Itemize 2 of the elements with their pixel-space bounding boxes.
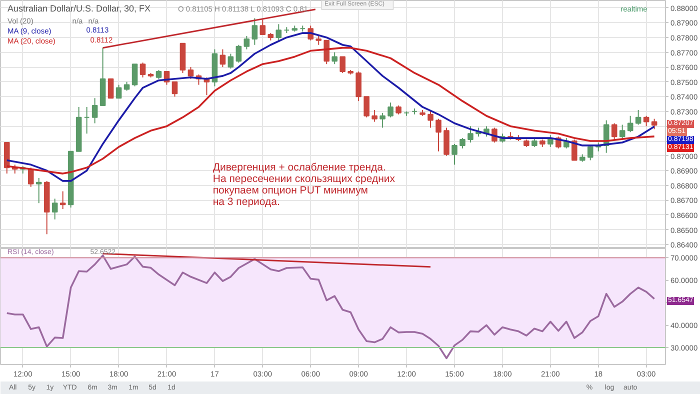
chart-title: Australian Dollar/U.S. Dollar, 30, FX	[7, 4, 151, 14]
annotation: Дивергенция + ослабление тренда. На пересечении скользящих средних покупаем опцион PUT минимум на 3 периода.	[212, 162, 396, 208]
